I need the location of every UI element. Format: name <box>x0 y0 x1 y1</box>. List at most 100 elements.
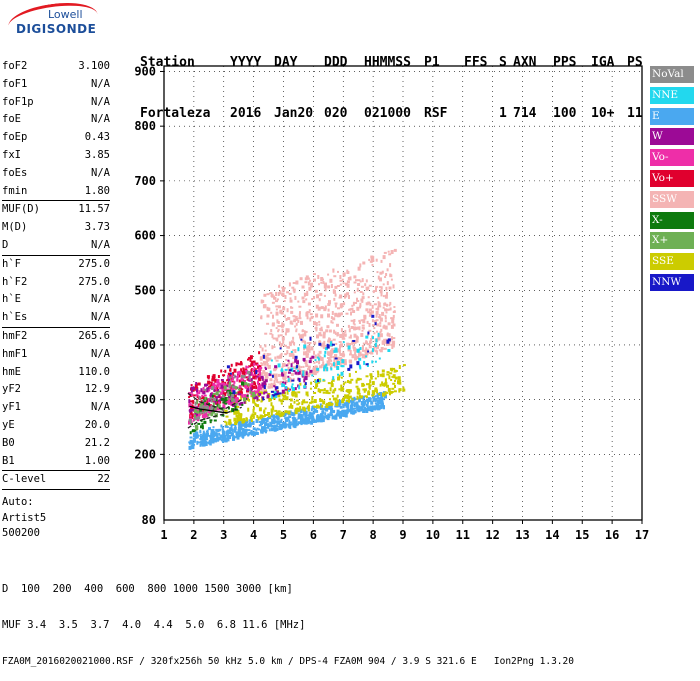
echo-point-sse <box>275 413 279 415</box>
echo-point-ssw <box>295 317 299 321</box>
echo-point-sse <box>251 413 255 418</box>
echo-point-ssw <box>336 285 340 287</box>
echo-point-vo <box>258 385 260 387</box>
echo-point-ssw <box>275 311 279 316</box>
echo-point-sse <box>276 411 279 414</box>
echo-point-vo <box>240 377 244 382</box>
echo-point-sse <box>348 395 352 399</box>
echo-point-w <box>273 385 276 388</box>
echo-point-ssw <box>372 256 375 260</box>
echo-point-ssw <box>351 304 354 307</box>
echo-point-e <box>194 439 196 442</box>
echo-point-x <box>217 404 221 409</box>
echo-point-ssw <box>323 340 326 345</box>
echo-point-ssw <box>302 300 306 304</box>
echo-point-ssw <box>290 310 294 314</box>
echo-point-e <box>225 431 229 436</box>
echo-point-ssw <box>332 268 335 273</box>
echo-point-x <box>197 422 201 425</box>
echo-point-ssw <box>351 340 354 345</box>
echo-point-e <box>192 441 194 445</box>
echo-point-nne <box>359 347 362 350</box>
echo-point-sse <box>286 390 289 395</box>
echo-point-ssw <box>280 353 283 357</box>
echo-point-x <box>224 402 228 405</box>
echo-point-ssw <box>361 324 365 327</box>
echo-point-sse <box>317 405 321 409</box>
echo-point-sse <box>305 391 309 396</box>
x-tick-label: 16 <box>605 528 619 542</box>
echo-point-nnw <box>270 390 274 393</box>
echo-point-ssw <box>318 283 320 286</box>
echo-point-sse <box>323 388 326 392</box>
trace-line <box>187 406 242 429</box>
echo-point-noval <box>251 380 254 383</box>
echo-point-sse <box>225 409 228 414</box>
echo-point-e <box>284 423 288 428</box>
echo-point-noval <box>200 411 204 414</box>
echo-point-ssw <box>298 365 301 370</box>
echo-point-ssw <box>271 383 275 387</box>
echo-point-ssw <box>373 332 376 335</box>
echo-point-e <box>197 441 201 444</box>
echo-point-x <box>207 413 210 417</box>
echo-point-e <box>345 403 349 406</box>
echo-point-sse <box>379 383 382 387</box>
echo-point-ssw <box>281 366 284 369</box>
echo-point-ssw <box>283 300 286 302</box>
echo-point-w <box>261 376 264 381</box>
echo-point-e <box>312 415 315 419</box>
x-axis-ticks: 1 2 3 4 5 6 7 8 9 10 11 12 13 14 15 16 17 <box>160 520 649 542</box>
echo-point-ssw <box>375 349 378 352</box>
echo-point-x <box>212 392 216 395</box>
echo-point-e <box>272 419 276 424</box>
header-value-hhmmss: 021000 <box>364 106 411 121</box>
param-value: 265.6 <box>78 329 110 342</box>
echo-point-sse <box>335 397 338 401</box>
echo-point-ssw <box>313 341 317 345</box>
echo-point-e <box>243 421 247 426</box>
echo-point-ssw <box>311 316 314 319</box>
echo-point-e <box>241 434 245 438</box>
echo-point-x <box>210 412 214 417</box>
echo-point-ssw <box>264 355 267 358</box>
echo-point-vo <box>257 377 261 382</box>
echo-point-ssw <box>292 282 296 284</box>
echo-point-sse <box>398 388 402 392</box>
echo-point-e <box>286 417 290 420</box>
echo-point-ssw <box>328 358 330 363</box>
echo-point-noval <box>232 399 236 402</box>
echo-point-sse <box>338 388 341 391</box>
chart-points <box>188 248 406 450</box>
echo-point-nnw <box>296 365 298 369</box>
echo-point-sse <box>257 417 260 421</box>
echo-point-ssw <box>290 372 294 376</box>
echo-point-e <box>201 439 205 443</box>
echo-point-ssw <box>301 329 304 333</box>
echo-point-sse <box>332 397 336 401</box>
echo-point-sse <box>374 390 377 393</box>
echo-point-ssw <box>342 337 346 340</box>
echo-point-ssw <box>305 298 308 301</box>
echo-point-x <box>228 391 232 396</box>
echo-point-ssw <box>364 351 368 354</box>
echo-point-nnw <box>272 394 276 397</box>
echo-point-x <box>196 400 199 405</box>
echo-point-ssw <box>365 286 369 291</box>
echo-point-ssw <box>322 278 324 281</box>
echo-point-vo <box>257 364 260 369</box>
echo-point-sse <box>225 415 229 418</box>
echo-point-vo <box>257 383 260 386</box>
echo-point-ssw <box>358 326 361 331</box>
echo-point-vo <box>197 411 201 416</box>
echo-point-ssw <box>291 361 295 364</box>
echo-point-w <box>192 386 195 390</box>
param-key: foEs <box>2 166 28 179</box>
echo-point-ssw <box>333 275 337 278</box>
echo-point-e <box>223 436 225 441</box>
echo-point-sse <box>299 406 302 410</box>
echo-point-ssw <box>270 329 273 332</box>
echo-point-ssw <box>386 303 388 307</box>
echo-point-sse <box>389 391 391 396</box>
echo-point-vo <box>235 362 239 365</box>
